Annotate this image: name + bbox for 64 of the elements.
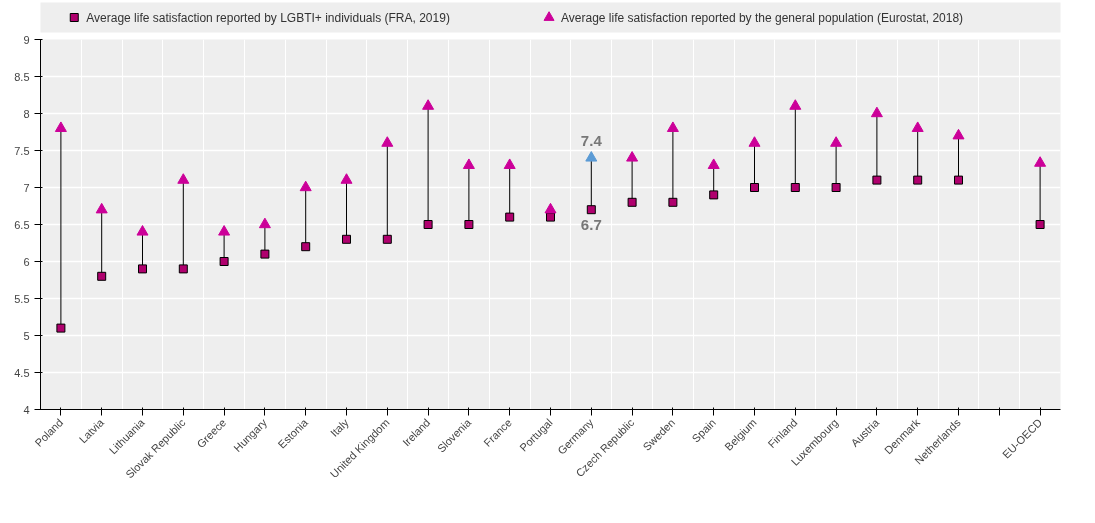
point — [178, 264, 188, 274]
point — [668, 197, 678, 207]
y-tick-label: 8.5 — [14, 70, 30, 83]
point — [789, 99, 802, 110]
y-tick-label: 6 — [23, 255, 30, 268]
y-tick-label: 9 — [23, 33, 30, 46]
x-tick-label: Italy — [327, 415, 352, 439]
point — [913, 175, 923, 185]
point — [218, 225, 231, 236]
point — [1034, 156, 1047, 167]
y-tick-label: 8 — [23, 107, 30, 120]
point — [260, 249, 270, 259]
point — [56, 323, 66, 333]
point — [546, 212, 555, 222]
y-tick-label: 6.5 — [14, 218, 30, 231]
y-tick-label: 5.5 — [14, 292, 30, 305]
point — [952, 128, 965, 140]
point — [136, 225, 149, 236]
point — [585, 151, 598, 162]
data-label: 7.4 — [580, 131, 603, 149]
point — [870, 106, 883, 118]
point — [790, 183, 800, 192]
point — [831, 183, 841, 192]
point — [709, 190, 719, 200]
point — [544, 202, 557, 214]
point — [177, 173, 190, 184]
point — [830, 136, 843, 147]
point — [97, 271, 107, 281]
point — [258, 217, 271, 229]
point — [1035, 220, 1045, 229]
point — [301, 242, 311, 252]
point — [219, 257, 229, 266]
point — [586, 205, 596, 215]
point — [750, 183, 759, 192]
point — [872, 175, 882, 185]
y-tick-label: 7 — [23, 181, 30, 194]
point — [299, 180, 312, 192]
y-tick-label: 4 — [23, 403, 30, 416]
point — [911, 121, 924, 132]
point — [54, 121, 67, 132]
point — [340, 173, 353, 184]
point — [503, 158, 516, 169]
point — [707, 158, 720, 169]
legend-label: Average life satisfaction reported by LGBTI+ individuals (FRA, 2019) — [86, 10, 450, 25]
point — [381, 136, 394, 147]
point — [382, 234, 392, 244]
point — [748, 136, 761, 147]
point — [626, 151, 639, 162]
y-tick-label: 5 — [23, 329, 30, 342]
y-tick-label: 4.5 — [14, 366, 30, 379]
point — [342, 234, 351, 244]
point — [464, 220, 474, 229]
data-label: 6.7 — [580, 215, 602, 233]
y-tick-label: 7.5 — [14, 144, 30, 157]
point — [627, 197, 637, 207]
point — [423, 220, 433, 229]
point — [666, 121, 679, 132]
point — [422, 99, 435, 110]
point — [954, 175, 963, 185]
legend-label: Average life satisfaction reported by the general population (Eurostat, 2018) — [561, 10, 964, 25]
point — [138, 264, 147, 274]
point — [462, 158, 475, 169]
point — [505, 212, 515, 222]
point — [95, 202, 108, 214]
